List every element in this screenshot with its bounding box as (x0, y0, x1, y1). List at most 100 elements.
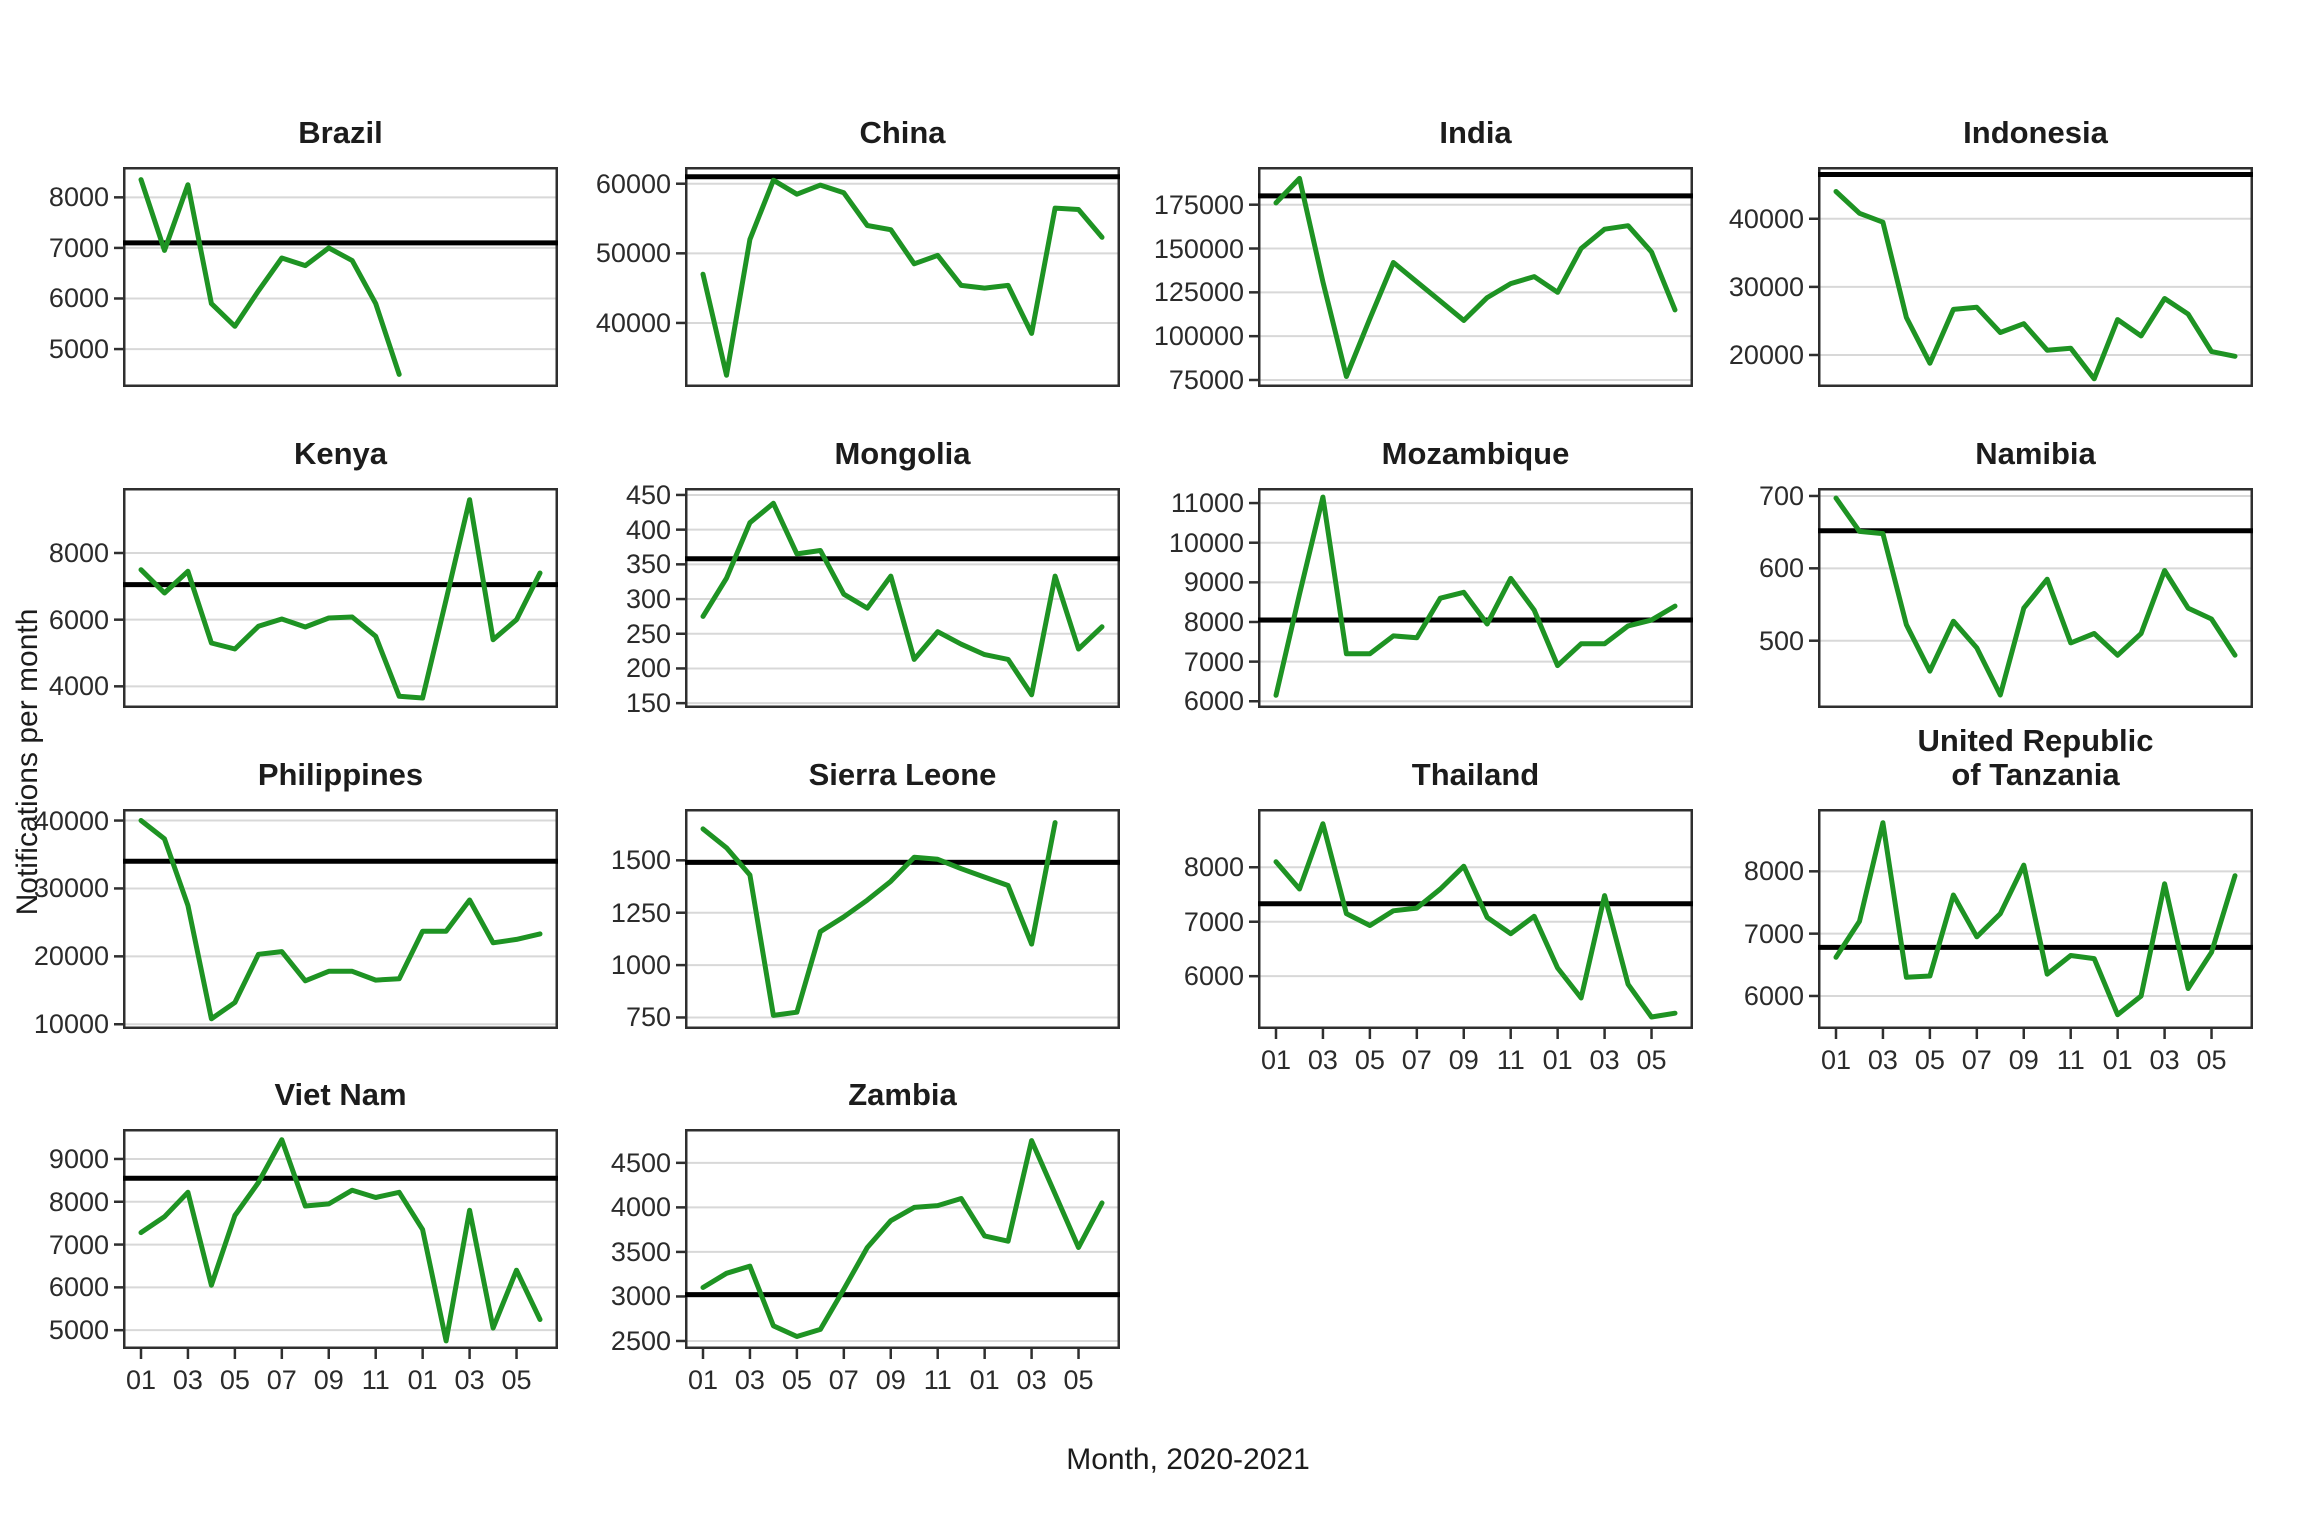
facet-panel-kenya (114, 488, 558, 708)
y-tick-label: 3000 (610, 1281, 671, 1312)
facet-namibia: Namibia 500 600 700 (1695, 398, 2253, 758)
facet-title-united-republic-of-tanzania: United Republic of Tanzania (1917, 722, 2154, 793)
y-tick-label: 9000 (1183, 567, 1244, 598)
notifications-line (1273, 175, 1678, 379)
x-tick-label: 05 (219, 1365, 250, 1395)
facet-title-china: China (859, 115, 946, 151)
y-tick-label: 9000 (48, 1143, 109, 1174)
x-tick-label: 03 (172, 1365, 203, 1395)
notifications-line (138, 177, 402, 377)
y-tick-label: 4000 (48, 671, 109, 702)
x-axis-title: Month, 2020-2021 (1066, 1443, 1310, 1476)
x-tick-label: 05 (2196, 1045, 2227, 1075)
notifications-line (1273, 494, 1678, 698)
facet-indonesia: Indonesia 20000 30000 40000 (1695, 77, 2253, 437)
facet-sierra-leone: Sierra Leone 750 1000 1250 1500 (562, 719, 1120, 1079)
x-tick-label: 01 (969, 1365, 1000, 1395)
y-tick-label: 150000 (1153, 233, 1244, 264)
y-tick-label: 6000 (48, 604, 109, 635)
y-tick-label: 700 (1758, 480, 1804, 511)
facet-mozambique: Mozambique 6000 7000 8000 9000 10000 11000 (1135, 398, 1693, 758)
y-tick-label: 3500 (610, 1236, 671, 1267)
y-tick-label: 6000 (1183, 686, 1244, 717)
y-tick-label: 1500 (610, 845, 671, 876)
facet-brazil: Brazil 5000 6000 7000 8000 (0, 77, 558, 437)
y-tick-label: 40000 (33, 805, 109, 836)
panel-border (685, 167, 1120, 387)
notifications-line (138, 1137, 543, 1344)
x-tick-label: 03 (1867, 1045, 1898, 1075)
notifications-line (1833, 820, 2238, 1018)
x-tick-label: 03 (2149, 1045, 2180, 1075)
x-tick-label: 07 (828, 1365, 859, 1395)
y-tick-label: 40000 (595, 307, 671, 338)
facet-title-mongolia: Mongolia (834, 436, 971, 472)
facet-title-zambia: Zambia (848, 1077, 957, 1113)
x-tick-label: 09 (2008, 1045, 2039, 1075)
y-tick-label: 4500 (610, 1147, 671, 1178)
y-tick-label: 60000 (595, 168, 671, 199)
y-tick-label: 8000 (48, 182, 109, 213)
facet-panel-philippines (114, 809, 558, 1029)
facet-panel-brazil (114, 167, 558, 387)
y-tick-label: 125000 (1153, 277, 1244, 308)
y-tick-label: 400 (625, 514, 671, 545)
facet-title-india: India (1439, 115, 1512, 151)
y-tick-label: 350 (625, 549, 671, 580)
y-tick-label: 1000 (610, 950, 671, 981)
facet-title-philippines: Philippines (257, 757, 424, 793)
y-axis-title: Notifications per month (11, 608, 44, 916)
facet-viet-nam: Viet Nam 5000 6000 7000 8000 9000 01 03 05 07 09 11… (0, 1039, 558, 1399)
panel-border (1258, 167, 1693, 387)
facet-panel-zambia (676, 1129, 1120, 1359)
y-tick-label: 500 (1758, 625, 1804, 656)
panel-border (685, 488, 1120, 708)
notifications-line (138, 497, 543, 701)
y-tick-label: 75000 (1168, 364, 1244, 395)
panel-border (1258, 488, 1693, 708)
panel-border (123, 1129, 558, 1349)
facet-india: India 75000 100000 125000 150000 175000 (1135, 77, 1693, 437)
x-tick-label: 07 (1961, 1045, 1992, 1075)
panel-border (1818, 167, 2253, 387)
panel-border (1818, 809, 2253, 1029)
facet-title-namibia: Namibia (1975, 436, 2096, 472)
x-tick-label: 01 (1260, 1045, 1292, 1075)
y-tick-label: 6000 (48, 283, 109, 314)
x-tick-label: 11 (1496, 1045, 1525, 1075)
facet-title-sierra-leone: Sierra Leone (808, 757, 997, 793)
notifications-line (700, 1138, 1105, 1339)
y-tick-label: 250 (625, 618, 671, 649)
facet-mongolia: Mongolia 150 200 250 300 350 400 450 (562, 398, 1120, 758)
y-tick-label: 30000 (1728, 271, 1804, 302)
x-tick-label: 05 (1914, 1045, 1945, 1075)
x-tick-label: 11 (2056, 1045, 2085, 1075)
facet-title-brazil: Brazil (298, 115, 383, 151)
y-tick-label: 7000 (1183, 646, 1244, 677)
x-tick-label: 01 (407, 1365, 438, 1395)
y-tick-label: 150 (625, 688, 671, 719)
y-tick-label: 450 (625, 479, 671, 510)
y-tick-label: 1250 (610, 897, 671, 928)
x-tick-label: 03 (454, 1365, 485, 1395)
x-tick-label: 09 (875, 1365, 906, 1395)
facet-panel-india (1249, 167, 1693, 387)
facet-panel-china (676, 167, 1120, 387)
notifications-line (700, 177, 1105, 378)
y-tick-label: 11000 (1170, 488, 1244, 519)
facet-philippines: Philippines 10000 20000 30000 40000 (0, 719, 558, 1079)
x-tick-label: 07 (266, 1365, 297, 1395)
panel-border (685, 1129, 1120, 1349)
facet-panel-namibia (1809, 488, 2253, 708)
facet-panel-united-republic-of-tanzania (1809, 809, 2253, 1039)
x-tick-label: 11 (361, 1365, 390, 1395)
y-tick-label: 30000 (33, 873, 109, 904)
facet-title-viet-nam: Viet Nam (274, 1077, 407, 1113)
y-tick-label: 100000 (1153, 321, 1244, 352)
facet-panel-mongolia (676, 488, 1120, 708)
y-tick-label: 6000 (1743, 980, 1804, 1011)
y-tick-label: 7000 (1743, 918, 1804, 949)
y-tick-label: 750 (625, 1002, 671, 1033)
y-tick-label: 7000 (1183, 906, 1244, 937)
y-tick-label: 2500 (610, 1325, 671, 1356)
